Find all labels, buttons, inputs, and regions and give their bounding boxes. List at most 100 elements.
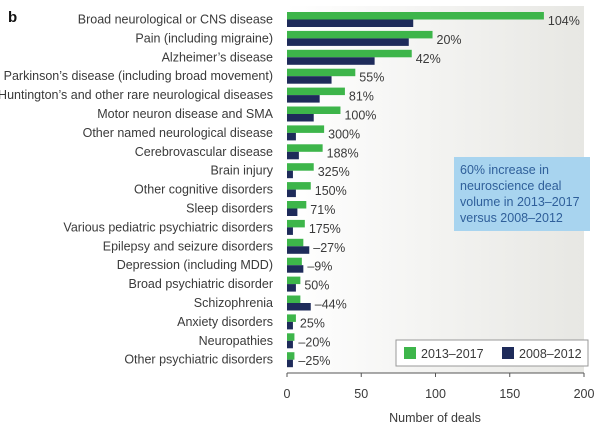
- bar-2013-2017-6: [287, 125, 325, 133]
- percent-label-12: –27%: [313, 241, 345, 255]
- annotation-callout: 60% increase in neuroscience deal volume…: [454, 157, 590, 231]
- callout-line-4: versus 2008–2012: [460, 211, 563, 225]
- panel-letter: b: [8, 9, 17, 26]
- x-tick-label-3: 150: [499, 387, 520, 401]
- x-axis-title: Number of deals: [389, 411, 481, 425]
- bar-2013-2017-13: [287, 257, 302, 266]
- bar-2013-2017-12: [287, 238, 304, 247]
- legend-box: [395, 339, 589, 367]
- x-tick-label-0: 0: [284, 387, 291, 401]
- category-label-17: Neuropathies: [199, 334, 273, 348]
- percent-label-11: 175%: [309, 222, 341, 236]
- legend-label-2013-2017: 2013–2017: [421, 347, 484, 361]
- category-label-2: Alzheimer’s disease: [162, 50, 273, 64]
- percent-label-2: 42%: [416, 52, 441, 66]
- bar-2008-2012-12: [287, 246, 310, 254]
- legend-swatch-2008-2012: [502, 347, 514, 359]
- percent-label-14: 50%: [304, 279, 329, 293]
- bar-2013-2017-1: [287, 30, 433, 39]
- bar-2008-2012-8: [287, 170, 293, 179]
- x-tick-label-2: 100: [425, 387, 446, 401]
- legend-label-2008-2012: 2008–2012: [519, 347, 582, 361]
- bar-2008-2012-5: [287, 114, 314, 122]
- bar-2008-2012-18: [287, 359, 293, 368]
- category-label-16: Anxiety disorders: [177, 315, 273, 329]
- category-label-15: Schizophrenia: [194, 296, 273, 310]
- legend-swatch-2013-2017: [404, 347, 416, 359]
- category-label-4: Huntington’s and other rare neurological…: [0, 88, 273, 102]
- percent-label-1: 20%: [437, 33, 462, 47]
- bar-2013-2017-18: [287, 352, 295, 360]
- bar-2008-2012-14: [287, 284, 296, 292]
- bar-2013-2017-7: [287, 144, 323, 152]
- callout-line-2: neuroscience deal: [460, 179, 561, 193]
- percent-label-15: –44%: [315, 298, 347, 312]
- category-labels: Broad neurological or CNS disease Pain (i…: [0, 13, 274, 367]
- bar-2008-2012-4: [287, 95, 320, 103]
- bar-2008-2012-1: [287, 38, 409, 46]
- category-label-13: Depression (including MDD): [117, 258, 273, 272]
- bar-2013-2017-10: [287, 201, 307, 209]
- bar-2008-2012-11: [287, 227, 293, 235]
- x-tick-label-1: 50: [354, 387, 368, 401]
- category-label-6: Other named neurological disease: [83, 126, 273, 140]
- bar-2013-2017-15: [287, 295, 301, 303]
- bar-2013-2017-3: [287, 68, 356, 77]
- bar-2008-2012-13: [287, 265, 304, 273]
- bar-2008-2012-7: [287, 151, 299, 160]
- category-label-12: Epilepsy and seizure disorders: [103, 239, 273, 253]
- bar-2008-2012-3: [287, 76, 332, 84]
- percent-label-13: –9%: [307, 260, 332, 274]
- bar-2008-2012-2: [287, 57, 375, 65]
- category-label-5: Motor neuron disease and SMA: [97, 107, 273, 121]
- percent-label-3: 55%: [359, 71, 384, 85]
- bar-2013-2017-4: [287, 87, 345, 96]
- legend: 2013–2017 2008–2012: [395, 339, 589, 367]
- category-label-14: Broad psychiatric disorder: [128, 277, 273, 291]
- bar-2008-2012-9: [287, 189, 296, 198]
- bar-2013-2017-9: [287, 182, 311, 190]
- percent-label-16: 25%: [300, 316, 325, 330]
- category-label-1: Pain (including migraine): [135, 31, 273, 45]
- callout-box: [454, 157, 590, 231]
- category-label-9: Other cognitive disorders: [134, 183, 273, 197]
- bar-2013-2017-2: [287, 49, 412, 58]
- bar-2013-2017-17: [287, 333, 295, 341]
- x-axis-ticks: 0 50 100 150 200: [284, 373, 595, 401]
- bar-2013-2017-11: [287, 219, 305, 228]
- callout-line-1: 60% increase in: [460, 163, 549, 177]
- percent-label-5: 100%: [344, 109, 376, 123]
- percent-label-0: 104%: [548, 14, 580, 28]
- callout-line-3: volume in 2013–2017: [460, 195, 580, 209]
- bar-2008-2012-15: [287, 303, 311, 311]
- category-label-10: Sleep disorders: [186, 202, 273, 216]
- bar-2008-2012-10: [287, 208, 298, 216]
- bar-2013-2017-8: [287, 163, 314, 171]
- category-label-0: Broad neurological or CNS disease: [78, 13, 273, 27]
- percent-label-7: 188%: [327, 146, 359, 160]
- percent-label-9: 150%: [315, 184, 347, 198]
- bar-2008-2012-16: [287, 321, 293, 330]
- bar-2013-2017-16: [287, 314, 296, 322]
- bar-2013-2017-5: [287, 106, 341, 114]
- bar-2008-2012-17: [287, 340, 293, 349]
- category-label-11: Various pediatric psychiatric disorders: [63, 220, 273, 234]
- percent-label-8: 325%: [318, 165, 350, 179]
- percent-label-10: 71%: [310, 203, 335, 217]
- category-label-3: Parkinson’s disease (including broad mov…: [4, 69, 273, 83]
- percent-label-17: –20%: [298, 335, 330, 349]
- bar-2013-2017-0: [287, 12, 544, 20]
- category-label-8: Brain injury: [210, 164, 273, 178]
- category-label-18: Other psychiatric disorders: [124, 353, 273, 367]
- percent-labels: 104% 20% 42% 55% 81% 100% 300% 188% 325% 150% 71% 1…: [298, 14, 579, 368]
- percent-label-4: 81%: [349, 90, 374, 104]
- percent-label-18: –25%: [298, 354, 330, 368]
- bar-2013-2017-14: [287, 276, 301, 285]
- percent-label-6: 300%: [328, 127, 360, 141]
- x-tick-label-4: 200: [574, 387, 595, 401]
- bars-group: [287, 12, 544, 368]
- bar-2008-2012-0: [287, 19, 414, 27]
- bar-2008-2012-6: [287, 132, 296, 141]
- category-label-7: Cerebrovascular disease: [135, 145, 273, 159]
